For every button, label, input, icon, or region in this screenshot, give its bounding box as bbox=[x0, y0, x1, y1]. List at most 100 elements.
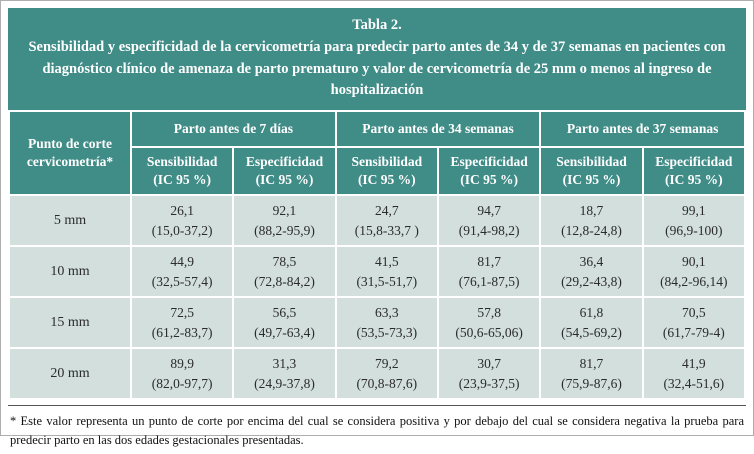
data-cell: 78,5 (72,8-84,2) bbox=[232, 245, 337, 298]
cell-value: 81,7 bbox=[579, 355, 604, 371]
row-label: 10 mm bbox=[8, 245, 132, 298]
cell-ci: (84,2-96,14) bbox=[660, 273, 728, 289]
row-label: 5 mm bbox=[8, 194, 132, 247]
cell-ci: (31,5-51,7) bbox=[356, 273, 418, 289]
corner-header-cell: Punto de corte cervicometría* bbox=[8, 110, 132, 196]
cell-value: 81,7 bbox=[477, 253, 501, 269]
cell-ci: (24,9-37,8) bbox=[254, 375, 315, 391]
data-cell: 30,7 (23,9-37,5) bbox=[436, 347, 542, 400]
table-header: Punto de corte cervicometría* Parto ante… bbox=[8, 110, 747, 196]
cell-value: 26,1 bbox=[170, 202, 194, 218]
table-number: Tabla 2. bbox=[352, 17, 402, 33]
cell-ci: (61,2-83,7) bbox=[151, 324, 213, 340]
table-footnote: * Este valor representa un punto de cort… bbox=[8, 405, 746, 454]
cell-value: 78,5 bbox=[272, 253, 297, 269]
cell-value: 56,5 bbox=[272, 304, 297, 320]
cell-ci: (53,5-73,3) bbox=[356, 324, 418, 340]
data-cell: 57,8 (50,6-65,06) bbox=[436, 296, 542, 349]
cell-value: 90,1 bbox=[682, 253, 706, 269]
table-row: 10 mm 44,9 (32,5-57,4) 78,5 (72,8-84,2) 41… bbox=[8, 245, 747, 298]
cell-ci: (91,4-98,2) bbox=[458, 222, 520, 238]
data-cell: 70,5 (61,7-79-4) bbox=[641, 296, 747, 349]
cell-ci: (15,8-33,7 ) bbox=[354, 222, 419, 238]
group-header-row: Punto de corte cervicometría* Parto ante… bbox=[8, 110, 746, 196]
data-cell: 90,1 (84,2-96,14) bbox=[641, 245, 747, 298]
cell-ci: (82,0-97,7) bbox=[151, 375, 213, 391]
table-subtitle: Sensibilidad y especificidad de la cervi… bbox=[28, 38, 726, 99]
cell-ci: (50,6-65,06) bbox=[455, 324, 523, 340]
data-cell: 26,1 (15,0-37,2) bbox=[129, 194, 235, 247]
cell-value: 72,5 bbox=[170, 304, 194, 320]
sub-header-especificidad-3: Especificidad (IC 95 %) bbox=[641, 146, 747, 196]
cell-ci: (32,4-51,6) bbox=[663, 375, 725, 391]
data-cell: 61,8 (54,5-69,2) bbox=[539, 296, 644, 349]
cell-ci: (12,8-24,8) bbox=[561, 222, 622, 238]
cell-value: 30,7 bbox=[477, 355, 501, 371]
table-row: 15 mm 72,5 (61,2-83,7) 56,5 (49,7-63,4) 63… bbox=[8, 296, 747, 349]
sub-header-especificidad-1: Especificidad (IC 95 %) bbox=[232, 146, 337, 196]
data-cell: 31,3 (24,9-37,8) bbox=[232, 347, 337, 400]
data-cell: 18,7 (12,8-24,8) bbox=[539, 194, 644, 247]
data-cell: 89,9 (82,0-97,7) bbox=[129, 347, 235, 400]
data-table: Punto de corte cervicometría* Parto ante… bbox=[8, 110, 747, 400]
cell-value: 41,9 bbox=[682, 355, 706, 371]
cell-ci: (88,2-95,9) bbox=[254, 222, 315, 238]
cell-ci: (96,9-100) bbox=[665, 222, 723, 238]
data-cell: 81,7 (75,9-87,6) bbox=[539, 347, 644, 400]
cell-ci: (72,8-84,2) bbox=[254, 273, 315, 289]
cell-value: 63,3 bbox=[375, 304, 399, 320]
cell-value: 79,2 bbox=[375, 355, 399, 371]
cell-ci: (23,9-37,5) bbox=[458, 375, 520, 391]
cell-value: 70,5 bbox=[682, 304, 706, 320]
cell-value: 24,7 bbox=[375, 202, 399, 218]
cell-value: 44,9 bbox=[170, 253, 194, 269]
cell-ci: (15,0-37,2) bbox=[151, 222, 213, 238]
cell-value: 61,8 bbox=[579, 304, 604, 320]
data-cell: 36,4 (29,2-43,8) bbox=[539, 245, 644, 298]
cell-value: 18,7 bbox=[579, 202, 604, 218]
sub-header-sensibilidad-2: Sensibilidad (IC 95 %) bbox=[334, 146, 439, 196]
data-cell: 41,5 (31,5-51,7) bbox=[334, 245, 439, 298]
cell-ci: (29,2-43,8) bbox=[561, 273, 622, 289]
data-cell: 92,1 (88,2-95,9) bbox=[232, 194, 337, 247]
cell-ci: (76,1-87,5) bbox=[458, 273, 520, 289]
data-cell: 24,7 (15,8-33,7 ) bbox=[334, 194, 439, 247]
cell-value: 92,1 bbox=[272, 202, 297, 218]
cell-ci: (49,7-63,4) bbox=[254, 324, 315, 340]
data-cell: 81,7 (76,1-87,5) bbox=[436, 245, 542, 298]
group-header-7-dias: Parto antes de 7 días bbox=[130, 110, 337, 148]
cell-value: 31,3 bbox=[272, 355, 297, 371]
table-body: 5 mm 26,1 (15,0-37,2) 92,1 (88,2-95,9) 24,… bbox=[8, 194, 747, 400]
sub-header-row: Sensibilidad (IC 95 %) Especificidad (IC… bbox=[9, 146, 747, 196]
row-label: 15 mm bbox=[8, 296, 132, 349]
cell-ci: (32,5-57,4) bbox=[151, 273, 213, 289]
cell-value: 94,7 bbox=[477, 202, 501, 218]
group-header-37-semanas: Parto antes de 37 semanas bbox=[539, 110, 746, 148]
cell-value: 36,4 bbox=[579, 253, 604, 269]
cell-value: 41,5 bbox=[375, 253, 399, 269]
data-cell: 41,9 (32,4-51,6) bbox=[641, 347, 747, 400]
cell-value: 57,8 bbox=[477, 304, 501, 320]
cell-ci: (70,8-87,6) bbox=[356, 375, 418, 391]
cell-ci: (75,9-87,6) bbox=[561, 375, 622, 391]
cell-ci: (61,7-79-4) bbox=[662, 324, 725, 340]
table-title-band: Tabla 2. Sensibilidad y especificidad de… bbox=[8, 8, 746, 110]
data-cell: 63,3 (53,5-73,3) bbox=[334, 296, 439, 349]
sub-header-sensibilidad-1: Sensibilidad (IC 95 %) bbox=[129, 146, 235, 196]
cell-value: 99,1 bbox=[682, 202, 706, 218]
data-cell: 56,5 (49,7-63,4) bbox=[232, 296, 337, 349]
sub-header-sensibilidad-3: Sensibilidad (IC 95 %) bbox=[539, 146, 644, 196]
data-cell: 72,5 (61,2-83,7) bbox=[129, 296, 235, 349]
data-cell: 44,9 (32,5-57,4) bbox=[129, 245, 235, 298]
data-cell: 99,1 (96,9-100) bbox=[641, 194, 747, 247]
cell-ci: (54,5-69,2) bbox=[561, 324, 622, 340]
data-cell: 79,2 (70,8-87,6) bbox=[334, 347, 439, 400]
sub-header-especificidad-2: Especificidad (IC 95 %) bbox=[436, 146, 542, 196]
group-header-34-semanas: Parto antes de 34 semanas bbox=[334, 110, 542, 148]
cell-value: 89,9 bbox=[170, 355, 194, 371]
row-label: 20 mm bbox=[8, 347, 132, 400]
data-cell: 94,7 (91,4-98,2) bbox=[436, 194, 542, 247]
table-row: 5 mm 26,1 (15,0-37,2) 92,1 (88,2-95,9) 24,… bbox=[8, 194, 747, 247]
table-row: 20 mm 89,9 (82,0-97,7) 31,3 (24,9-37,8) 79… bbox=[8, 347, 747, 400]
